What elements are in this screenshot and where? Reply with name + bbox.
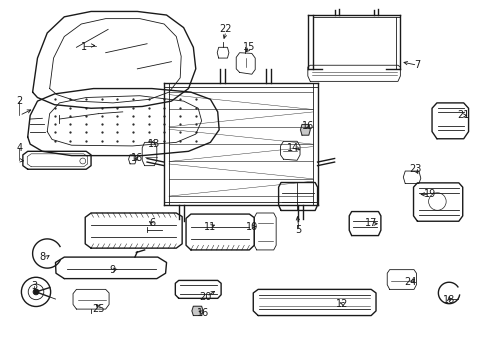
Text: 20: 20 (199, 292, 211, 302)
Text: 3: 3 (31, 281, 37, 291)
Polygon shape (191, 306, 203, 316)
Text: 16: 16 (131, 153, 143, 163)
Text: 10: 10 (245, 222, 257, 231)
Text: 6: 6 (148, 218, 155, 228)
Text: 16: 16 (197, 308, 209, 318)
Text: 23: 23 (408, 164, 420, 174)
Text: 13: 13 (148, 139, 160, 149)
Text: 25: 25 (92, 304, 104, 314)
Text: 17: 17 (364, 218, 377, 228)
Text: 4: 4 (17, 143, 22, 153)
Text: 11: 11 (204, 222, 216, 231)
Text: 21: 21 (457, 111, 469, 121)
Text: 24: 24 (403, 277, 415, 287)
Text: 14: 14 (286, 143, 299, 153)
Text: 9: 9 (109, 265, 115, 275)
Text: 18: 18 (442, 295, 454, 305)
Text: 5: 5 (294, 225, 301, 235)
Text: 12: 12 (335, 299, 347, 309)
Text: 1: 1 (81, 42, 87, 52)
Polygon shape (300, 125, 309, 135)
Text: 22: 22 (219, 24, 232, 35)
Text: 15: 15 (243, 42, 255, 52)
Text: 19: 19 (423, 189, 435, 199)
Text: 8: 8 (39, 252, 45, 262)
Text: 16: 16 (301, 121, 313, 131)
Text: 2: 2 (16, 96, 22, 106)
Text: 7: 7 (413, 60, 420, 70)
Circle shape (33, 289, 39, 295)
